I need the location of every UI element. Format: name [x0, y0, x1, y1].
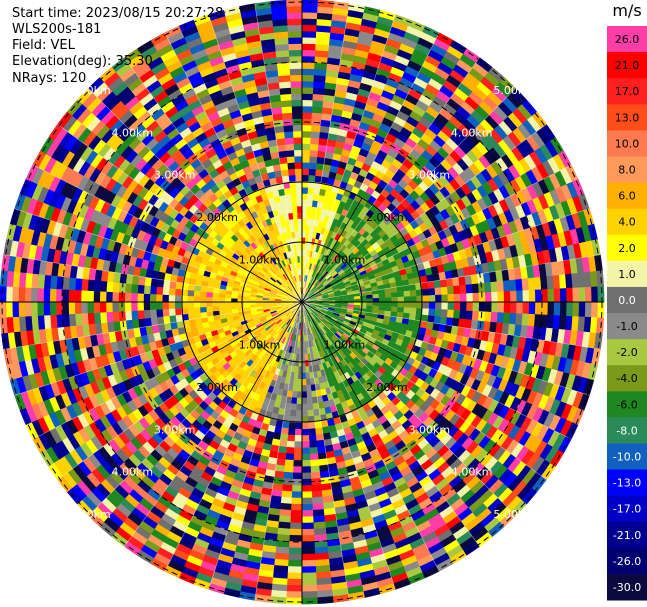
colorbar-tick-label: -2.0: [616, 346, 637, 359]
colorbar-cell: [607, 417, 647, 444]
range-rings: [1, 1, 603, 603]
colorbar-cell: [607, 495, 647, 523]
colorbar-tick-label: 13.0: [615, 111, 640, 124]
range-ring-label: 3.00km: [408, 169, 450, 182]
colorbar-cell: [607, 260, 647, 288]
range-ring-label: 5.00km: [69, 508, 111, 521]
range-ring: [241, 241, 363, 363]
range-ring-label: 4.00km: [112, 466, 154, 479]
range-ring-label: 5.00km: [493, 84, 535, 97]
range-ring: [181, 181, 423, 423]
colorbar-tick-label: 2.0: [618, 242, 636, 255]
range-ring-labels: 1.00km 1.00km 1.00km 1.00km 2.00km 2.00km 2.00…: [69, 84, 535, 521]
range-ring-label: 3.00km: [154, 423, 196, 436]
colorbar-tick-label: 6.0: [618, 190, 636, 203]
range-ring-label: 3.00km: [154, 169, 196, 182]
start-time-label: Start time: 2023/08/15 20:27:28: [12, 6, 224, 21]
colorbar-cell: [607, 78, 647, 105]
colorbar-tick-label: -26.0: [613, 555, 641, 568]
colorbar-cell: [607, 208, 647, 236]
colorbar-tick-label: 0.0: [618, 294, 636, 307]
colorbar-cell: [607, 182, 647, 210]
colorbar-tick-label: -30.0: [613, 581, 641, 594]
colorbar-cell: [607, 573, 647, 601]
colorbar-tick-label: -17.0: [613, 503, 641, 516]
range-ring-label: 2.00km: [196, 381, 238, 394]
colorbar-cell: [607, 286, 647, 314]
colorbar-tick-label: 21.0: [615, 59, 640, 72]
range-ring-label: 1.00km: [324, 254, 366, 267]
colorbar-cell: [607, 443, 647, 471]
instrument-label: WLS200s-181: [12, 22, 102, 37]
range-ring-label: 2.00km: [366, 381, 408, 394]
range-rays: [0, 0, 604, 604]
range-ring-label: 1.00km: [239, 254, 281, 267]
range-ring: [61, 61, 543, 543]
colorbar-cell: [607, 339, 647, 366]
range-ring-label: 4.00km: [112, 126, 154, 139]
colorbar-tick-label: -8.0: [616, 424, 637, 437]
range-ring-label: 5.00km: [69, 84, 111, 97]
colorbar-cell: [607, 547, 647, 575]
range-ring-label: 5.00km: [493, 508, 535, 521]
range-ring-label: 4.00km: [451, 126, 493, 139]
colorbar-tick-label: -21.0: [613, 529, 641, 542]
colorbar-tick-label: -1.0: [616, 320, 637, 333]
nrays-label: NRays: 120: [12, 71, 87, 86]
colorbar-tick-label: 1.0: [618, 268, 636, 281]
range-ring-label: 3.00km: [408, 423, 450, 436]
range-ring-label: 1.00km: [324, 338, 366, 351]
colorbar-tick-label: 10.0: [615, 137, 640, 150]
colorbar-cell: [607, 52, 647, 79]
colorbar-tick-label: 4.0: [618, 216, 636, 229]
colorbar-cell: [607, 391, 647, 418]
colorbar-tick-label: -13.0: [613, 477, 641, 490]
colorbar-cell: [607, 521, 647, 549]
range-ring: [1, 1, 603, 603]
colorbar-tick-label: 26.0: [615, 33, 640, 46]
range-ring-label: 1.00km: [239, 338, 281, 351]
field-label: Field: VEL: [12, 38, 75, 53]
colorbar-cell: [607, 313, 647, 340]
velocity-sectors: [0, 0, 605, 605]
colorbar-cell: [607, 104, 647, 131]
colorbar-tick-label: 8.0: [618, 164, 636, 177]
colorbar-tick-label: -6.0: [616, 398, 637, 411]
range-ring-label: 4.00km: [451, 466, 493, 479]
range-ring-label: 2.00km: [366, 211, 408, 224]
colorbar-cell: [607, 365, 647, 392]
colorbar-cell: [607, 130, 647, 157]
range-ring: [121, 121, 483, 483]
colorbar-cell: [607, 234, 647, 262]
colorbar-cell: [607, 26, 647, 53]
colorbar-tick-label: -10.0: [613, 451, 641, 464]
colorbar-tick-label: -4.0: [616, 372, 637, 385]
range-ring-label: 2.00km: [196, 211, 238, 224]
colorbar-cell: [607, 469, 647, 497]
colorbar-cell: [607, 156, 647, 184]
elevation-label: Elevation(deg): 35.30: [12, 54, 153, 69]
colorbar-unit: m/s: [612, 1, 641, 20]
colorbar-tick-label: 17.0: [615, 85, 640, 98]
